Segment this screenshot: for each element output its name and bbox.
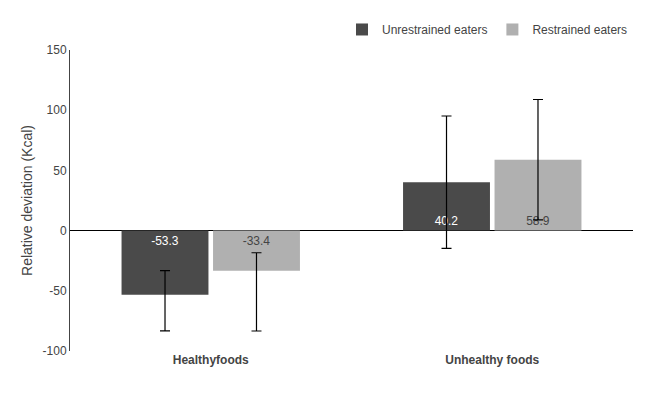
svg-text:40.2: 40.2 xyxy=(435,214,459,228)
svg-text:0: 0 xyxy=(60,224,67,238)
svg-text:-53.3: -53.3 xyxy=(151,234,179,248)
svg-text:150: 150 xyxy=(47,43,67,57)
svg-text:-50: -50 xyxy=(49,284,67,298)
svg-text:-33.4: -33.4 xyxy=(243,234,271,248)
svg-text:Unhealthy foods: Unhealthy foods xyxy=(445,353,539,367)
svg-text:58.9: 58.9 xyxy=(526,214,550,228)
svg-text:Healthyfoods: Healthyfoods xyxy=(173,353,249,367)
svg-text:100: 100 xyxy=(47,103,67,117)
svg-text:Unrestrained eaters: Unrestrained eaters xyxy=(382,23,487,37)
svg-text:Restrained eaters: Restrained eaters xyxy=(532,23,627,37)
svg-text:Relative deviation (Kcal): Relative deviation (Kcal) xyxy=(19,125,35,276)
svg-text:-100: -100 xyxy=(43,344,67,358)
svg-text:50: 50 xyxy=(53,164,67,178)
